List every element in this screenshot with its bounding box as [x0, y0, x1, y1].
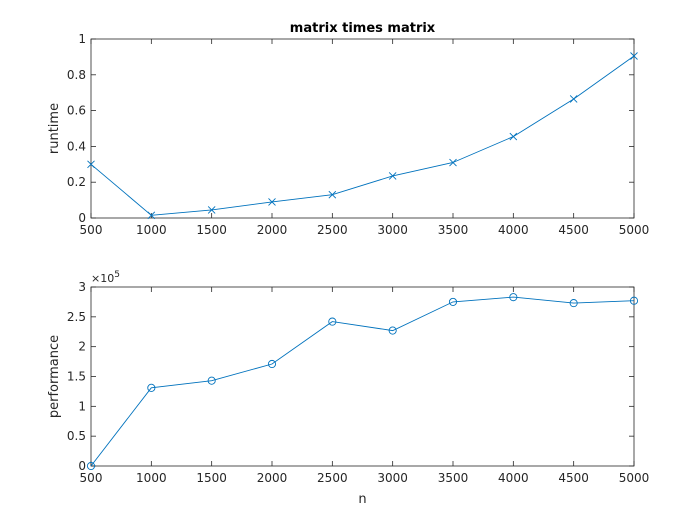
x-tick-label: 5000	[619, 223, 650, 237]
performance-axes: 500 1000 1500 2000 2500 3000 3500 4000 4500 5000 0…	[47, 270, 649, 507]
y-tick-label: 3	[78, 280, 86, 294]
x-tick-label: 500	[80, 223, 103, 237]
x-tick-label: 500	[80, 471, 103, 485]
data-point-marker	[630, 52, 638, 60]
data-point-marker	[448, 297, 458, 306]
x-tick-label: 1000	[136, 471, 167, 485]
y-tick-label: 0	[78, 459, 86, 473]
data-point-marker	[268, 198, 276, 206]
data-point-marker	[147, 211, 156, 220]
data-point-marker	[267, 359, 277, 369]
y-tick-label: 0	[78, 211, 86, 225]
y-exponent-power: 5	[114, 270, 120, 280]
data-point-marker	[328, 190, 337, 199]
plot-frame	[90, 38, 635, 219]
y-tick-label: 2.5	[67, 310, 86, 324]
x-tick-label: 4000	[498, 471, 529, 485]
x-tick-label: 2000	[257, 223, 288, 237]
chart-title: matrix times matrix	[290, 21, 436, 36]
series-line	[90, 296, 635, 467]
x-tick-label: 4500	[558, 223, 589, 237]
y-axis-label: runtime	[47, 103, 62, 154]
y-tick-label: 0.8	[67, 68, 86, 82]
y-exponent-base: ×10	[91, 272, 114, 285]
y-tick-label: 0.6	[67, 104, 86, 118]
y-tick-label: 0.4	[67, 139, 86, 153]
data-point-marker	[509, 132, 518, 141]
y-tick-label: 0.5	[67, 429, 86, 443]
x-axis-label: n	[358, 492, 366, 507]
data-point-marker	[207, 206, 216, 214]
data-point-marker	[629, 296, 639, 305]
x-tick-label: 2500	[317, 471, 348, 485]
y-tick-label: 1	[78, 399, 86, 413]
x-tick-label: 1500	[196, 471, 227, 485]
x-tick-label: 3000	[377, 223, 408, 237]
y-tick-label: 1	[78, 32, 86, 46]
y-tick-label: 1.5	[67, 370, 86, 384]
data-point-marker	[207, 376, 216, 385]
y-tick-label: 0.2	[67, 175, 86, 189]
x-tick-label: 3500	[438, 471, 469, 485]
data-point-marker	[569, 299, 578, 308]
x-tick-label: 4000	[498, 223, 529, 237]
y-tick-label: 2	[78, 340, 86, 354]
x-tick-label: 2500	[317, 223, 348, 237]
data-point-marker	[388, 326, 397, 335]
x-tick-label: 2000	[257, 471, 288, 485]
x-tick-label: 3000	[377, 471, 408, 485]
data-point-marker	[87, 160, 95, 169]
data-point-marker	[86, 461, 96, 471]
data-point-marker	[328, 317, 337, 326]
data-point-marker	[147, 383, 156, 392]
x-tick-label: 5000	[619, 471, 650, 485]
y-axis-label: performance	[47, 335, 62, 418]
x-tick-label: 1500	[196, 223, 227, 237]
x-tick-label: 3500	[438, 223, 469, 237]
plot-frame	[90, 286, 635, 467]
series-line	[90, 55, 635, 216]
runtime-axes: 500 1000 1500 2000 2500 3000 3500 4000 4500 5000 0…	[47, 21, 649, 237]
x-tick-label: 4500	[558, 471, 589, 485]
y-exponent-label: ×105	[91, 270, 120, 285]
data-point-marker	[449, 158, 457, 167]
x-tick-label: 1000	[136, 223, 167, 237]
data-point-marker	[388, 172, 397, 180]
data-point-marker	[569, 95, 578, 103]
data-point-marker	[509, 293, 518, 302]
